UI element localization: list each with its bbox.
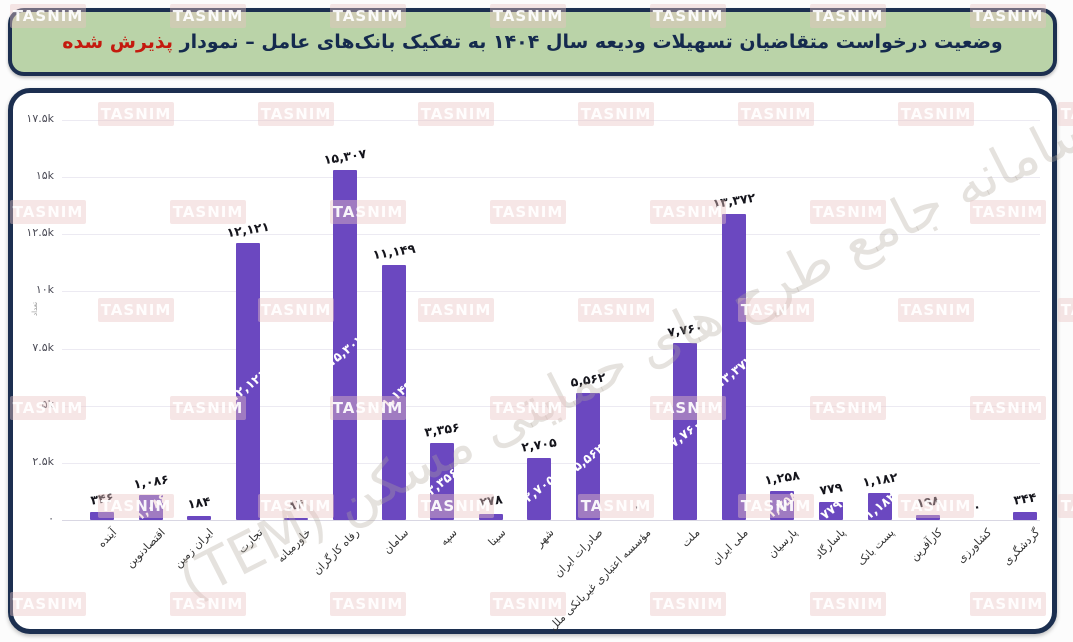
bar-value-label: ۱۳,۳۷۲ [711,189,757,212]
bar [90,512,114,520]
bar [527,458,552,520]
y-tick-label: ۰ [48,512,54,525]
y-tick-label: ۷.۵k [32,340,54,354]
bar [673,343,698,520]
plot-area: ۰ ۲.۵k ۵k ۷.۵k ۱۰k ۱۲.۵k ۱۵k ۱۷.۵k ۳۴۶ آینده ۱,۰۸۶… [26,112,1042,633]
bar-value-label: ۵,۵۶۲ [569,369,607,390]
bar [138,495,163,520]
bar [235,243,260,520]
gridline [62,120,1040,121]
bar [819,502,843,520]
page-title: وضعیت درخواست متقاضیان تسهیلات ودیعه سال… [62,31,1003,53]
bar-value-label: ۱۲,۱۲۱ [225,218,271,241]
y-tick-label: ۱۰k [35,283,54,297]
bar-value-label: ۸۴ [287,495,306,514]
y-tick-label: ۲.۵k [32,454,54,468]
bar [381,265,406,520]
bar-value-label: ۷,۷۶۰ [666,319,704,340]
bar [721,214,746,520]
bar-value-label: ۰ [631,498,642,515]
gridline [62,291,1040,293]
bar [284,518,309,520]
y-tick-label: ۱۲.۵k [26,226,54,240]
tasnim-watermark: TASNIM [1058,102,1073,126]
y-tick-label: ۵k [41,397,54,411]
bar [187,516,212,520]
title-main-text: وضعیت درخواست متقاضیان تسهیلات ودیعه سال… [173,31,1003,53]
bar [576,393,600,520]
bar [867,493,892,520]
y-axis-title: تعداد [31,301,40,317]
gridline [62,177,1040,179]
y-tick-label: ۱۵k [35,169,54,183]
bar-value-label: ۲,۷۰۵ [520,434,558,455]
bar [1013,512,1038,520]
bar [333,170,357,520]
bar-value-label: ۳,۳۵۶ [423,419,461,440]
bar-value-label: ۳۴۴ [1012,489,1038,508]
gridline [62,348,1040,350]
bar [430,443,455,520]
y-tick-label: ۱۷.۵k [26,112,54,125]
gridline [62,405,1040,407]
bar [916,515,941,520]
bar-value-label: ۱۵,۳۰۷ [322,145,368,168]
bar-value-label: ۱۱,۱۴۹ [371,240,416,263]
bar [770,491,795,520]
tasnim-watermark: TASNIM [1058,298,1073,322]
chart-panel [8,88,1057,634]
chart-title-banner: وضعیت درخواست متقاضیان تسهیلات ودیعه سال… [8,8,1057,76]
x-axis-line [62,520,1040,521]
bar [478,514,503,520]
gridline [62,234,1040,236]
title-highlight-text: پذیرش شده [62,31,174,53]
